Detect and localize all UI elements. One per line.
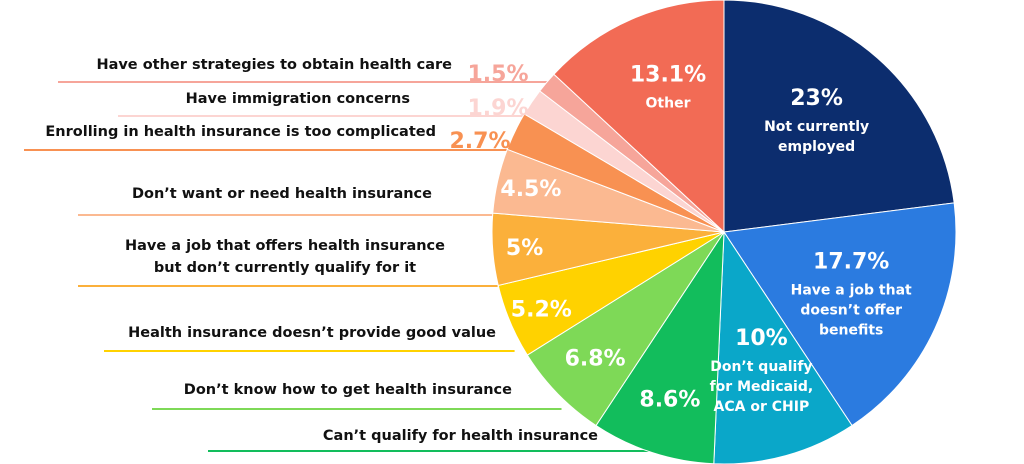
category-label: Have a job that offers health insurance <box>125 238 445 254</box>
pie-slice <box>723 202 957 427</box>
pie-percent-label: 5% <box>506 236 543 261</box>
pie-percent-label: 17.7% <box>813 249 889 274</box>
pie-percent-label: 5.2% <box>511 297 572 322</box>
pie-percent-label: 13.1% <box>630 63 706 88</box>
category-label: Can’t qualify for health insurance <box>323 428 598 444</box>
category-label: but don’t currently qualify for it <box>154 260 416 276</box>
pie-percent-label: 1.5% <box>467 62 528 87</box>
category-labels: Can’t qualify for health insurance Don’t … <box>45 57 598 444</box>
pie-category-label: Not currently <box>764 119 869 135</box>
pie-percent-label: 1.9% <box>467 96 528 121</box>
pie-percent-label: 4.5% <box>500 177 561 202</box>
pie-category-label: benefits <box>819 322 883 338</box>
category-label: Health insurance doesn’t provide good va… <box>128 325 496 341</box>
pie-percent-label: 10% <box>735 326 788 351</box>
pie-slices <box>491 0 957 464</box>
pie-category-label: Other <box>646 96 691 112</box>
pie-category-label: Have a job that <box>791 282 912 298</box>
pie-percent-label: 6.8% <box>565 347 626 372</box>
pie-slice <box>553 0 725 234</box>
pie-percent-label: 23% <box>790 86 843 111</box>
category-label: Don’t know how to get health insurance <box>184 382 512 398</box>
pie-percent-label: 2.7% <box>449 129 510 154</box>
pie-category-label: for Medicaid, <box>710 379 814 395</box>
pie-slice <box>595 230 725 464</box>
pie-category-label: employed <box>778 139 855 155</box>
pie-category-label: Don’t qualify <box>710 359 812 375</box>
category-label: Have immigration concerns <box>186 91 410 107</box>
pie-percent-label: 8.6% <box>639 387 700 412</box>
category-label: Have other strategies to obtain health c… <box>96 57 452 73</box>
category-label: Enrolling in health insurance is too com… <box>45 124 436 140</box>
pie-category-label: doesn’t offer <box>800 302 902 318</box>
leader-lines <box>24 81 654 452</box>
pie-category-label: ACA or CHIP <box>714 399 810 415</box>
category-label: Don’t want or need health insurance <box>132 186 432 202</box>
pie-slice <box>723 0 955 233</box>
pie-labels: 23% Not currently employed 17.7% Have a job … <box>449 62 912 415</box>
